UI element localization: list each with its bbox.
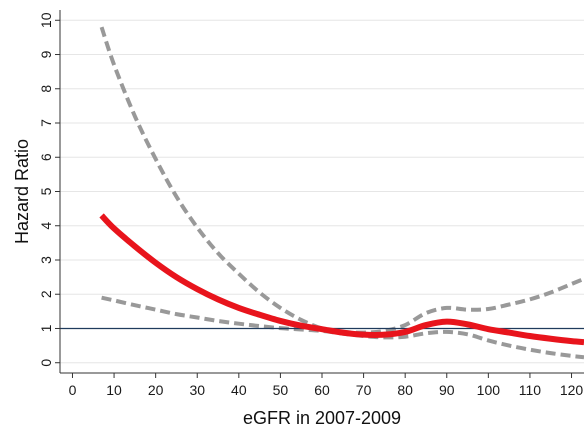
y-tick-label: 6: [38, 153, 54, 161]
x-tick-label: 30: [189, 382, 205, 398]
lower-ci-line: [101, 295, 584, 360]
x-tick-label: 120: [560, 382, 584, 398]
y-tick-label: 7: [38, 119, 54, 127]
x-tick-label: 40: [231, 382, 247, 398]
y-tick-label: 3: [38, 256, 54, 264]
y-tick-label: 9: [38, 50, 54, 58]
upper-ci-line: [99, 26, 584, 335]
y-tick-label: 8: [38, 85, 54, 93]
y-tick-label: 10: [38, 12, 54, 28]
y-tick-label: 1: [38, 324, 54, 332]
y-tick-label: 5: [38, 187, 54, 195]
grid-layer: [60, 19, 584, 364]
x-tick-label: 90: [439, 382, 455, 398]
x-tick-label: 70: [356, 382, 372, 398]
axis-layer: [55, 10, 584, 378]
x-tick-label: 20: [148, 382, 164, 398]
estimate-line: [99, 213, 584, 346]
estimate-layer: [99, 213, 584, 346]
confidence-interval-layer: [99, 26, 584, 360]
x-tick-label: 60: [314, 382, 330, 398]
x-tick-label: 80: [397, 382, 413, 398]
x-axis-title: eGFR in 2007-2009: [243, 408, 401, 428]
x-tick-label: 100: [477, 382, 501, 398]
x-tick-label: 110: [519, 382, 542, 398]
x-tick-label: 0: [69, 382, 77, 398]
y-tick-label: 0: [38, 359, 54, 367]
y-axis-title: Hazard Ratio: [12, 139, 32, 244]
x-tick-label: 50: [273, 382, 289, 398]
x-tick-label: 10: [106, 382, 122, 398]
y-tick-label: 4: [38, 222, 54, 230]
y-tick-label: 2: [38, 290, 54, 298]
